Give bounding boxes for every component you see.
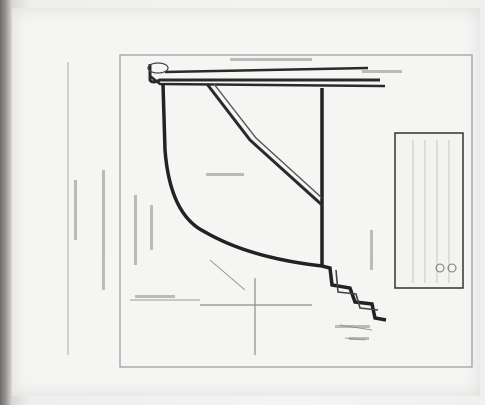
drawing-border <box>119 54 473 368</box>
diagonal-road <box>205 83 324 207</box>
illegible-handwriting <box>74 58 402 340</box>
legend-box <box>394 132 464 289</box>
lot-boundary <box>161 83 387 322</box>
pencil-guides <box>130 259 312 355</box>
top-road <box>147 62 386 88</box>
